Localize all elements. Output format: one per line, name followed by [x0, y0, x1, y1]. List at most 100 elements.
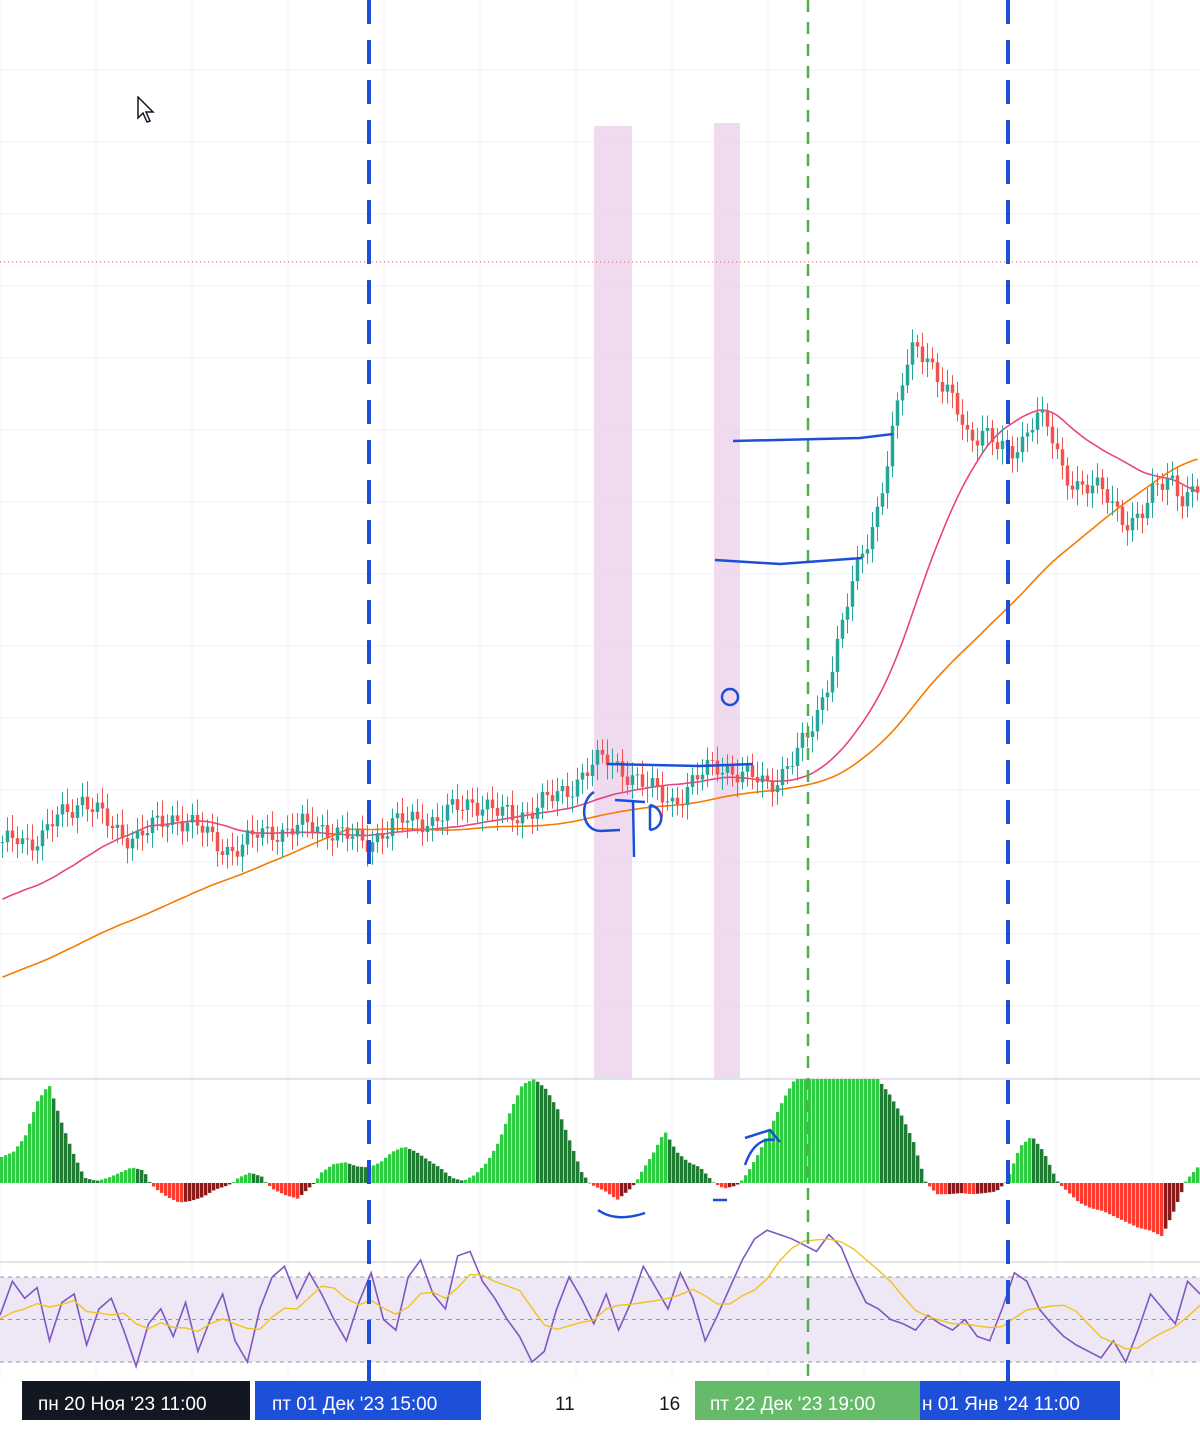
drawn-level-line [606, 762, 754, 768]
candle-body [235, 851, 240, 857]
histogram-bar [668, 1139, 672, 1183]
histogram-bar [876, 1079, 880, 1183]
candle-body [495, 808, 500, 816]
histogram-bar [536, 1081, 540, 1183]
histogram-bar [948, 1183, 952, 1195]
candle-body [605, 754, 610, 766]
histogram-bar [556, 1109, 560, 1183]
histogram-bar [212, 1183, 216, 1191]
candle-body [230, 846, 235, 852]
histogram-bar [32, 1112, 36, 1183]
histogram-bar [664, 1132, 668, 1183]
candle-body [565, 785, 570, 798]
candle-body [90, 809, 95, 812]
candle-body [785, 766, 790, 769]
mouse-pointer-icon [137, 96, 155, 123]
histogram-bar [48, 1086, 52, 1183]
histogram-bar [884, 1089, 888, 1183]
candle-body [910, 342, 915, 365]
candle-body [195, 814, 200, 826]
highlight-band [594, 126, 632, 1079]
candle-body [1035, 412, 1040, 430]
histogram-bar [328, 1166, 332, 1183]
histogram-bar [816, 1079, 820, 1183]
histogram-bar [952, 1183, 956, 1194]
candle-body [875, 506, 880, 528]
candle-body [395, 813, 400, 819]
histogram-bar [296, 1183, 300, 1199]
candle-body [815, 709, 820, 732]
candle-body [590, 764, 595, 777]
highlight-band [714, 123, 740, 1079]
histogram-bar [928, 1183, 932, 1187]
candle-body [295, 824, 300, 835]
histogram-bar [956, 1183, 960, 1194]
candle-body [185, 822, 190, 832]
histogram-bar [20, 1141, 24, 1183]
candle-body [750, 765, 755, 777]
candle-body [835, 638, 840, 672]
histogram-bar [968, 1183, 972, 1194]
histogram-bar [608, 1183, 612, 1195]
histogram-bar [808, 1079, 812, 1183]
candle-body [1085, 484, 1090, 494]
histogram-bar [268, 1183, 272, 1187]
candle-body [930, 358, 935, 363]
histogram-bar [144, 1174, 148, 1183]
candle-body [860, 553, 865, 558]
candle-body [1175, 475, 1180, 497]
histogram-bar [524, 1082, 528, 1183]
histogram-bar [336, 1163, 340, 1183]
candle-body [5, 830, 10, 843]
histogram-bar [84, 1178, 88, 1183]
histogram-bar [756, 1155, 760, 1183]
histogram-bar [796, 1079, 800, 1183]
histogram-bar [68, 1143, 72, 1183]
histogram-bar [648, 1159, 652, 1183]
histogram-bar [596, 1183, 600, 1188]
histogram-bar [180, 1183, 184, 1203]
histogram-bar [1024, 1141, 1028, 1183]
candle-body [55, 814, 60, 827]
histogram-bar [920, 1168, 924, 1183]
histogram-bar [1084, 1183, 1088, 1206]
candle-body [850, 581, 855, 607]
candle-body [990, 428, 995, 443]
histogram-bar [632, 1183, 636, 1186]
candle-body [680, 804, 685, 806]
candle-body [85, 796, 90, 810]
candle-body [40, 830, 45, 847]
histogram-bar [1060, 1183, 1064, 1186]
histogram-bar [352, 1165, 356, 1183]
tick-label-11: 11 [555, 1394, 575, 1415]
candle-body [110, 825, 115, 828]
candle-body [810, 731, 815, 737]
histogram-bar [1168, 1183, 1172, 1221]
histogram-bar [360, 1166, 364, 1183]
histogram-bar [564, 1129, 568, 1183]
histogram-bar [384, 1157, 388, 1183]
candle-body [300, 813, 305, 825]
candle-body [430, 817, 435, 826]
histogram-bar [76, 1162, 80, 1183]
histogram-bar [432, 1163, 436, 1183]
histogram-bar [1120, 1183, 1124, 1220]
candle-body [225, 846, 230, 856]
candle-body [555, 791, 560, 802]
histogram-bar [1192, 1171, 1196, 1183]
candle-body [15, 838, 20, 845]
ma-fast-line [2, 409, 1198, 901]
candle-body [720, 772, 725, 775]
histogram-bar [592, 1183, 596, 1186]
histogram-bar [972, 1183, 976, 1195]
candle-body [550, 795, 555, 802]
candle-body [840, 619, 845, 639]
histogram-bar [712, 1182, 716, 1184]
candle-body [420, 819, 425, 833]
histogram-bar [40, 1095, 44, 1183]
histogram-bar [120, 1171, 124, 1183]
histogram-bar [96, 1180, 100, 1183]
drawn-circle [720, 687, 740, 707]
candle-body [1065, 465, 1070, 486]
